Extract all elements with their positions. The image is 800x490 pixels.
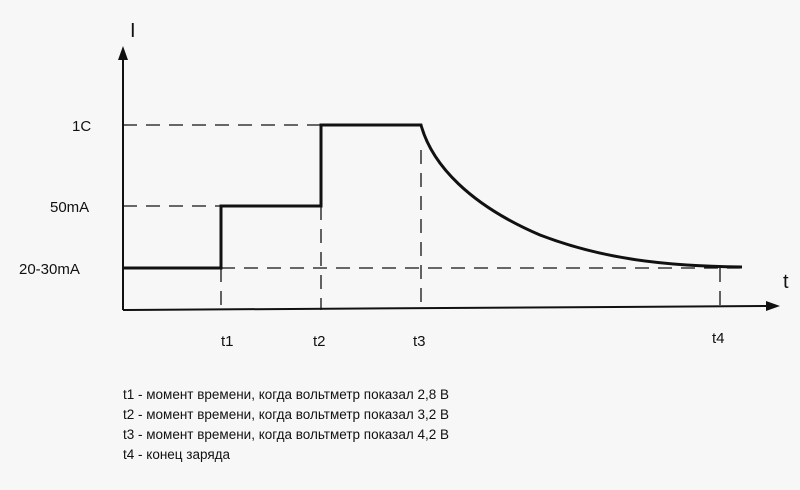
y-axis-label: I: [130, 20, 136, 42]
time-label-t3: t3: [413, 333, 426, 350]
x-axis-label: t: [783, 271, 789, 293]
legend-item-t3: t3 - момент времени, когда вольтметр пок…: [123, 427, 449, 442]
time-label-t2: t2: [313, 333, 326, 350]
y-axis-arrow: [118, 46, 128, 60]
charge-current-diagram: I t 1C 50mA 20-30mA t1 t2 t3 t4: [19, 20, 789, 350]
level-label-20-30ma: 20-30mA: [19, 261, 80, 278]
level-label-1c: 1C: [72, 118, 91, 135]
time-label-t4: t4: [712, 330, 725, 347]
legend: t1 - момент времени, когда вольтметр пок…: [123, 385, 449, 465]
legend-item-t4: t4 - конец заряда: [123, 447, 231, 462]
x-axis: [122, 305, 773, 311]
legend-item-t2: t2 - момент времени, когда вольтметр пок…: [123, 407, 449, 422]
x-axis-arrow: [766, 301, 780, 311]
time-label-t1: t1: [221, 333, 234, 350]
current-profile-curve: [123, 123, 743, 270]
legend-item-t1: t1 - момент времени, когда вольтметр пок…: [123, 387, 449, 402]
level-label-50ma: 50mA: [50, 199, 89, 216]
